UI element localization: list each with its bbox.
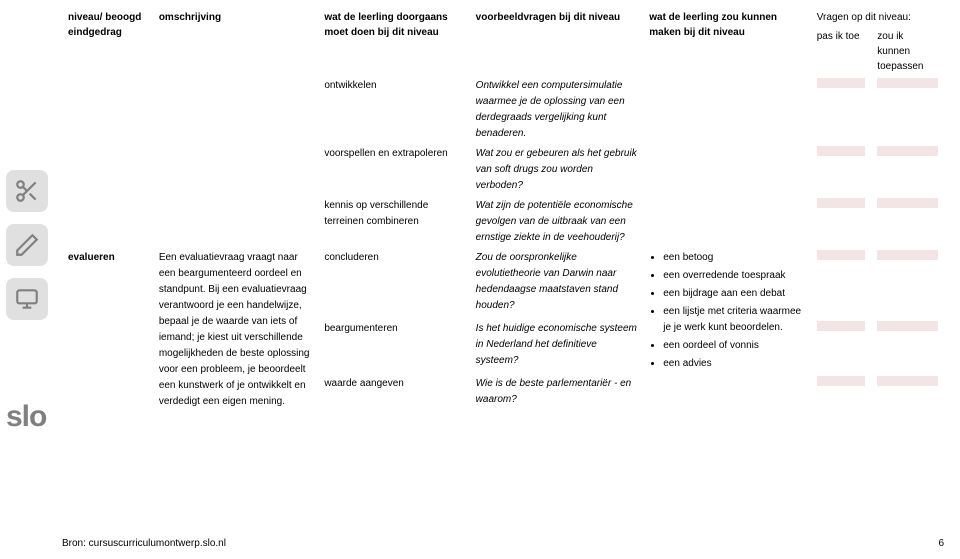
scissors-icon — [6, 170, 48, 212]
description-evalueren: Een evaluatievraag vraagt naar een bearg… — [153, 248, 319, 412]
header-moetdoen: wat de leerling doorgaans moet doen bij … — [318, 8, 469, 76]
checkbox-zou-4[interactable] — [877, 250, 938, 264]
header-voorbeeld: voorbeeldvragen bij dit niveau — [470, 8, 644, 76]
pencil-icon — [6, 224, 48, 266]
footer-source: Bron: cursuscurriculumontwerp.slo.nl — [62, 538, 226, 549]
example-beargumenteren: Is het huidige economische systeem in Ne… — [470, 319, 644, 374]
checkbox-zou-5[interactable] — [877, 321, 938, 335]
checkbox-pas-4[interactable] — [817, 250, 866, 264]
header-zou-ik-kunnen: zou ik kunnen toepassen — [871, 27, 944, 76]
footer-page: 6 — [938, 538, 944, 549]
example-kennis: Wat zijn de potentiële economische gevol… — [470, 196, 644, 248]
outcome-item: een advies — [663, 356, 805, 372]
checkbox-zou-1[interactable] — [877, 78, 938, 92]
rubric-table: niveau/ beoogd eindgedrag omschrijving w… — [62, 8, 944, 412]
outcome-item: een oordeel of vonnis — [663, 338, 805, 354]
checkbox-pas-6[interactable] — [817, 376, 866, 390]
level-evalueren: evalueren — [62, 248, 153, 412]
computer-icon — [6, 278, 48, 320]
sidebar-icons — [6, 170, 48, 320]
outcome-item: een lijstje met criteria waarmee je je w… — [663, 304, 805, 336]
header-omschrijving: omschrijving — [153, 8, 319, 76]
action-concluderen: concluderen — [318, 248, 469, 319]
example-concluderen: Zou de oorspronkelijke evolutietheorie v… — [470, 248, 644, 319]
outcome-item: een overredende toespraak — [663, 268, 805, 284]
checkbox-pas-1[interactable] — [817, 78, 866, 92]
outcome-item: een bijdrage aan een debat — [663, 286, 805, 302]
example-waarde: Wie is de beste parlementariër - en waar… — [470, 374, 644, 412]
action-kennis: kennis op verschillende terreinen combin… — [318, 196, 469, 248]
outcomes-evalueren: een betoog een overredende toespraak een… — [643, 248, 811, 412]
checkbox-pas-2[interactable] — [817, 146, 866, 160]
header-niveau: niveau/ beoogd eindgedrag — [62, 8, 153, 76]
checkbox-zou-3[interactable] — [877, 198, 938, 212]
outcome-item: een betoog — [663, 250, 805, 266]
example-ontwikkelen: Ontwikkel een computersimulatie waarmee … — [470, 76, 644, 144]
header-vragen: Vragen op dit niveau: — [811, 8, 944, 27]
action-ontwikkelen: ontwikkelen — [318, 76, 469, 144]
action-beargumenteren: beargumenteren — [318, 319, 469, 374]
checkbox-zou-6[interactable] — [877, 376, 938, 390]
checkbox-pas-5[interactable] — [817, 321, 866, 335]
header-pas-ik-toe: pas ik toe — [811, 27, 872, 76]
header-zoukunnen: wat de leerling zou kunnen maken bij dit… — [643, 8, 811, 76]
slo-logo: slo — [6, 400, 46, 434]
action-voorspellen: voorspellen en extrapoleren — [318, 144, 469, 196]
footer: Bron: cursuscurriculumontwerp.slo.nl 6 — [62, 538, 944, 549]
checkbox-zou-2[interactable] — [877, 146, 938, 160]
action-waarde: waarde aangeven — [318, 374, 469, 412]
checkbox-pas-3[interactable] — [817, 198, 866, 212]
example-voorspellen: Wat zou er gebeuren als het gebruik van … — [470, 144, 644, 196]
